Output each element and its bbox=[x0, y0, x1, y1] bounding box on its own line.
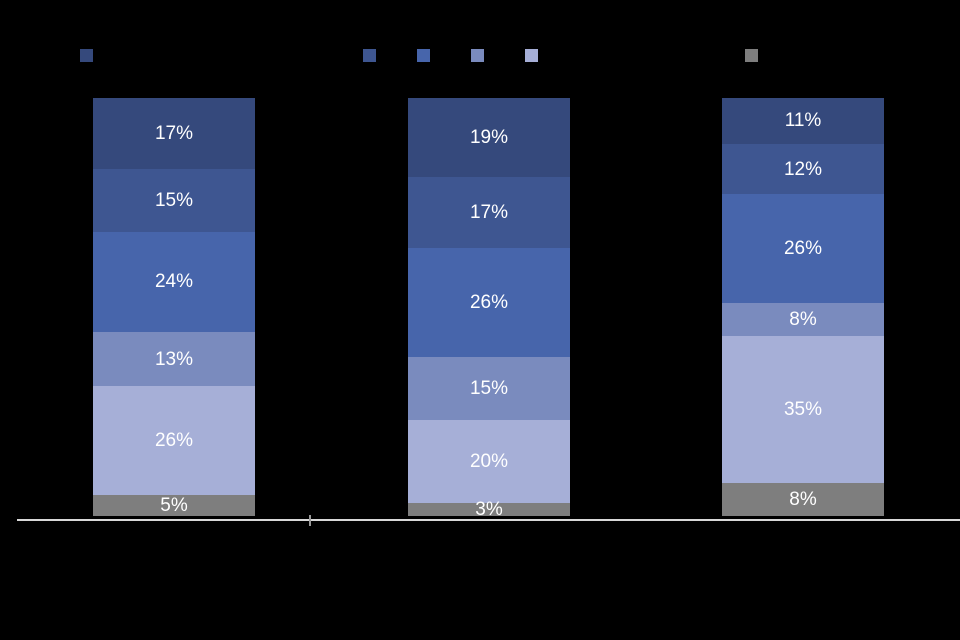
segment-value-label: 8% bbox=[789, 488, 817, 510]
x-axis-tick bbox=[309, 515, 311, 526]
bar-1-segment-pale-periwinkle: 26% bbox=[93, 386, 255, 496]
segment-value-label: 11% bbox=[784, 110, 822, 132]
bar-3-segment-medium-blue: 12% bbox=[722, 143, 884, 195]
segment-value-label: 26% bbox=[154, 430, 194, 452]
x-axis-line bbox=[17, 519, 960, 521]
legend-key-gray bbox=[745, 49, 758, 62]
bar-1-segment-medium-blue: 15% bbox=[93, 169, 255, 232]
bar-1-segment-gray: 5% bbox=[93, 495, 255, 516]
segment-value-label: 17% bbox=[469, 202, 509, 224]
bar-2-segment-medium-blue: 17% bbox=[408, 177, 570, 249]
segment-value-label: 17% bbox=[154, 123, 194, 145]
bar-2-segment-pale-periwinkle: 20% bbox=[408, 419, 570, 504]
bar-2-segment-light-blue: 15% bbox=[408, 357, 570, 420]
bar-3-segment-light-blue: 8% bbox=[722, 302, 884, 337]
segment-value-label: 26% bbox=[783, 237, 823, 259]
segment-value-label: 5% bbox=[160, 494, 188, 516]
bar-3-segment-gray: 8% bbox=[722, 482, 884, 516]
bar-1-segment-dark-navy: 17% bbox=[93, 98, 255, 170]
stacked-bar-3: 11% 12% 26% 8% 35% 8% bbox=[722, 98, 884, 516]
bar-1-segment-light-blue: 13% bbox=[93, 332, 255, 387]
segment-value-label: 12% bbox=[783, 158, 823, 180]
segment-value-label: 15% bbox=[154, 189, 194, 211]
segment-value-label: 19% bbox=[469, 127, 509, 149]
segment-value-label: 24% bbox=[154, 271, 194, 293]
stacked-bar-2: 19% 17% 26% 15% 20% 3% bbox=[408, 98, 570, 521]
bar-3-segment-blue: 26% bbox=[722, 194, 884, 303]
legend-key-light-blue bbox=[471, 49, 484, 62]
legend-key-pale-periwinkle bbox=[525, 49, 538, 62]
legend-key-blue bbox=[417, 49, 430, 62]
legend-key-dark-navy bbox=[80, 49, 93, 62]
legend-key-medium-blue bbox=[363, 49, 376, 62]
bar-2-segment-gray: 3% bbox=[408, 499, 570, 521]
bar-2-segment-blue: 26% bbox=[408, 248, 570, 358]
segment-value-label: 3% bbox=[475, 499, 503, 521]
segment-value-label: 8% bbox=[789, 309, 817, 331]
bar-3-segment-pale-periwinkle: 35% bbox=[722, 336, 884, 483]
segment-value-label: 35% bbox=[783, 398, 823, 420]
bar-1-segment-blue: 24% bbox=[93, 231, 255, 333]
segment-value-label: 26% bbox=[469, 292, 509, 314]
segment-value-label: 20% bbox=[469, 451, 509, 473]
chart-legend bbox=[0, 0, 960, 70]
segment-value-label: 15% bbox=[469, 377, 509, 399]
segment-value-label: 13% bbox=[154, 348, 194, 370]
stacked-bar-1: 17% 15% 24% 13% 26% 5% bbox=[93, 98, 255, 516]
bar-3-segment-dark-navy: 11% bbox=[722, 98, 884, 144]
bar-2-segment-dark-navy: 19% bbox=[408, 98, 570, 178]
